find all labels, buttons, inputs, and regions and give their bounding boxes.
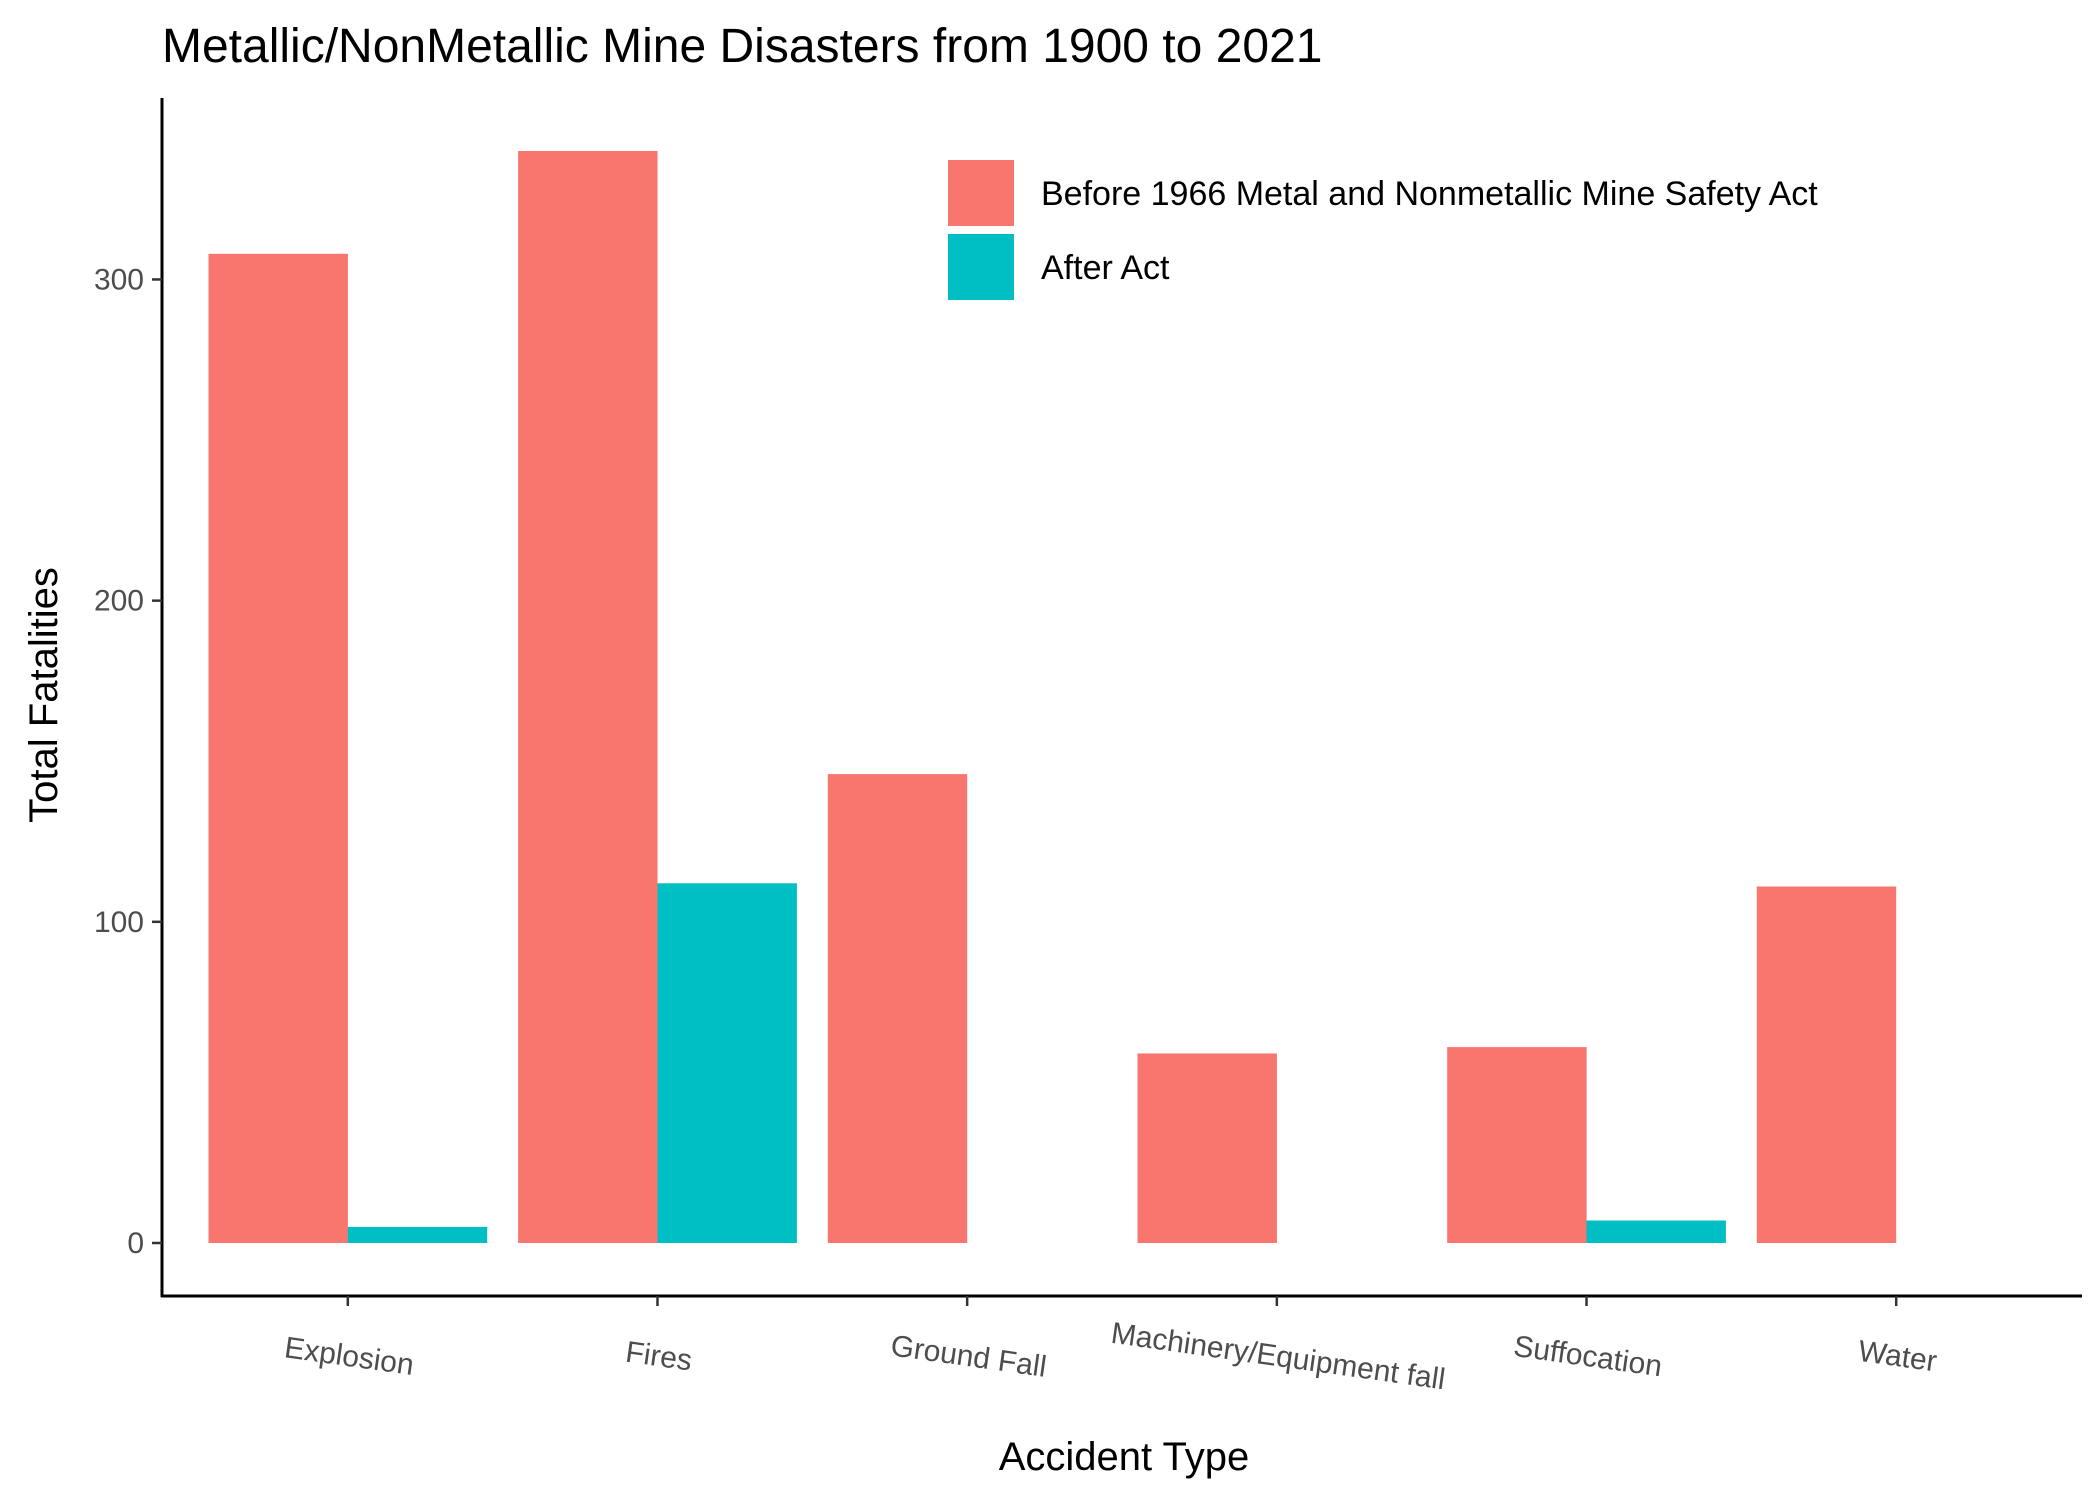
y-tick-label: 200: [94, 585, 144, 618]
bars-layer: [208, 151, 1897, 1244]
bar-after-explosion: [347, 1226, 488, 1243]
bar-before-explosion: [208, 253, 348, 1244]
legend-key-after: [948, 234, 1014, 300]
legend: Before 1966 Metal and Nonmetallic Mine S…: [948, 160, 1818, 300]
bar-after-suffocation: [1586, 1220, 1726, 1243]
x-tick-label: Machinery/Equipment fall: [1109, 1317, 1447, 1397]
legend-label-before: Before 1966 Metal and Nonmetallic Mine S…: [1041, 175, 1818, 213]
bar-after-fires: [657, 883, 797, 1243]
bar-before-machinery-equipment-fall: [1137, 1053, 1277, 1243]
x-tick-label: Suffocation: [1511, 1330, 1664, 1383]
x-tick-label: Explosion: [282, 1331, 415, 1382]
legend-key-before: [948, 160, 1014, 226]
bar-before-ground-fall: [827, 774, 968, 1243]
bar-before-fires: [518, 151, 658, 1243]
y-axis-title: Total Fatalities: [22, 567, 66, 823]
bar-before-suffocation: [1447, 1047, 1587, 1243]
x-tick-label: Ground Fall: [889, 1329, 1049, 1383]
x-tick-label: Fires: [624, 1336, 695, 1378]
x-axis-title: Accident Type: [999, 1435, 1250, 1479]
y-tick-label: 100: [94, 906, 144, 939]
y-tick-label: 0: [127, 1227, 144, 1260]
chart-title: Metallic/NonMetallic Mine Disasters from…: [162, 20, 1322, 73]
bar-before-water: [1756, 886, 1897, 1243]
x-tick-label: Water: [1856, 1335, 1939, 1379]
y-tick-label: 300: [94, 263, 144, 296]
legend-label-after: After Act: [1041, 249, 1170, 287]
